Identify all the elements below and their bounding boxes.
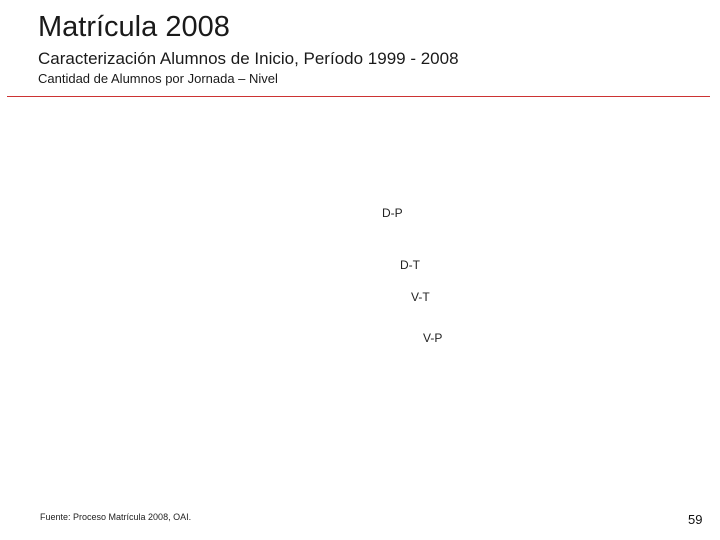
slide-subtitle: Caracterización Alumnos de Inicio, Perío… [38,49,459,68]
header-divider [7,96,710,97]
series-label-v-t: V-T [411,290,430,304]
page-number: 59 [688,512,703,527]
slide-subsubtitle: Cantidad de Alumnos por Jornada – Nivel [38,71,278,86]
series-label-v-p: V-P [423,331,443,345]
series-label-d-p: D-P [382,206,403,220]
slide-title: Matrícula 2008 [38,11,230,43]
series-label-d-t: D-T [400,258,420,272]
source-note: Fuente: Proceso Matrícula 2008, OAI. [40,512,192,522]
